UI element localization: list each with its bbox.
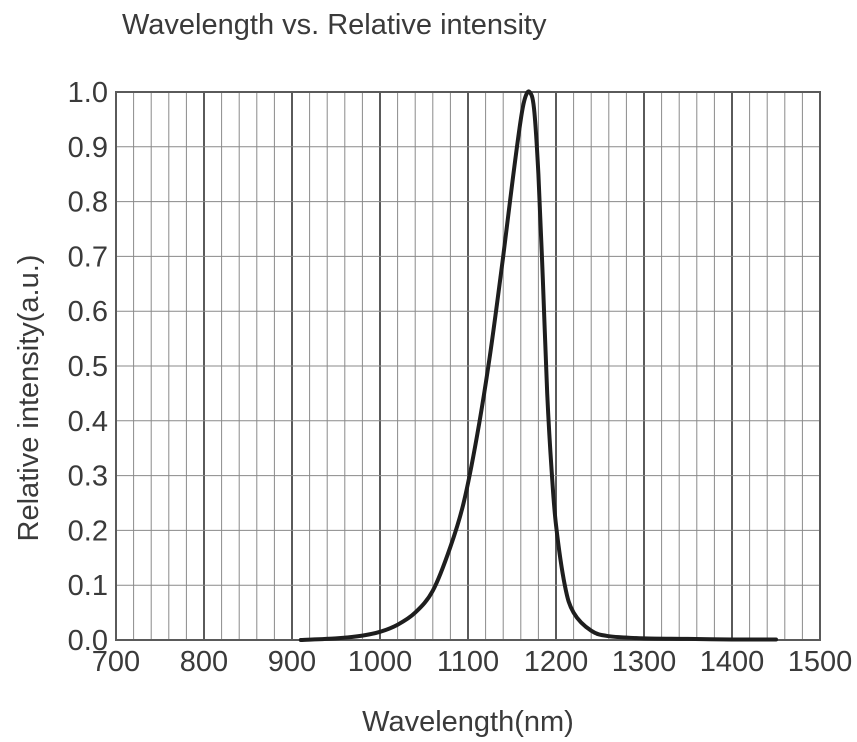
x-tick-label: 1000 [348, 646, 413, 678]
x-tick-label: 1400 [700, 646, 765, 678]
y-tick-label: 0.6 [68, 296, 108, 328]
y-tick-label: 0.0 [68, 625, 108, 657]
series-line [298, 89, 778, 642]
tick-labels: 700 800 900 1000 1100 1200 1300 1400 1500 0.0 0.1 0… [68, 77, 853, 678]
y-tick-label: 0.5 [68, 351, 108, 383]
x-tick-label: 900 [268, 646, 316, 678]
y-tick-label: 0.1 [68, 570, 108, 602]
x-tick-label: 1500 [788, 646, 853, 678]
x-tick-label: 1200 [524, 646, 589, 678]
y-axis-label: Relative intensity(a.u.) [13, 255, 45, 542]
y-tick-label: 0.2 [68, 515, 108, 547]
x-tick-label: 1300 [612, 646, 677, 678]
x-tick-label: 800 [180, 646, 228, 678]
x-tick-label: 1100 [437, 646, 499, 678]
y-tick-label: 0.3 [68, 461, 108, 493]
y-tick-label: 0.4 [68, 406, 108, 438]
y-tick-label: 0.8 [68, 187, 108, 219]
plot-frame [115, 91, 821, 641]
y-tick-label: 0.7 [68, 241, 108, 273]
grid [116, 92, 820, 640]
chart-title: Wavelength vs. Relative intensity [122, 9, 547, 41]
y-tick-label: 0.9 [68, 132, 108, 164]
y-tick-label: 1.0 [68, 77, 108, 109]
x-tick-label: 700 [92, 646, 140, 678]
x-axis-label: Wavelength(nm) [362, 706, 574, 738]
